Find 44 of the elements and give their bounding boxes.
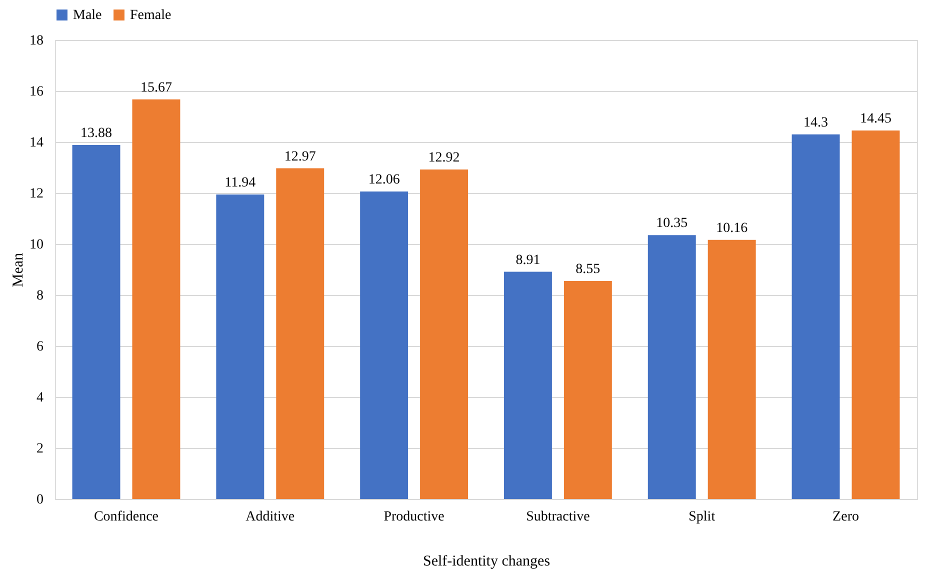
x-tick-label: Split xyxy=(688,510,716,524)
y-tick-label: 12 xyxy=(30,186,44,202)
bar xyxy=(648,235,696,499)
data-label: 14.3 xyxy=(804,115,828,130)
data-label: 13.88 xyxy=(80,126,112,142)
x-tick-label: Confidence xyxy=(94,510,158,524)
data-label: 12.97 xyxy=(284,149,316,164)
y-tick-label: 6 xyxy=(36,340,44,354)
bar xyxy=(792,134,840,499)
x-tick-label: Subtractive xyxy=(526,510,590,524)
y-tick-label: 18 xyxy=(30,34,44,48)
y-tick-label: 2 xyxy=(36,442,44,456)
bar xyxy=(360,191,408,499)
legend-label: Female xyxy=(130,8,172,23)
bar xyxy=(72,145,120,499)
x-axis-title: Self-identity changes xyxy=(422,554,550,570)
data-label: 10.16 xyxy=(716,220,748,236)
y-tick-label: 10 xyxy=(30,238,44,252)
bar xyxy=(708,240,756,499)
data-label: 8.55 xyxy=(576,262,600,277)
legend-label: Male xyxy=(73,8,102,23)
data-label: 12.92 xyxy=(428,150,460,166)
x-tick-label: Productive xyxy=(384,510,444,524)
data-label: 10.35 xyxy=(656,216,688,232)
bar xyxy=(276,168,324,499)
y-tick-label: 4 xyxy=(36,390,44,406)
data-label: 15.67 xyxy=(140,80,172,96)
y-axis-title: Mean xyxy=(10,252,26,288)
x-tick-label: Zero xyxy=(832,510,859,524)
bar xyxy=(216,194,264,499)
data-label: 12.06 xyxy=(368,172,400,188)
data-label: 11.94 xyxy=(224,176,256,191)
y-tick-label: 14 xyxy=(30,136,44,150)
bar xyxy=(504,272,552,499)
data-label: 14.45 xyxy=(860,112,892,127)
x-tick-label: Additive xyxy=(246,510,295,524)
y-tick-label: 8 xyxy=(36,288,44,304)
bar xyxy=(852,130,900,499)
data-label: 8.91 xyxy=(516,252,540,268)
y-tick-label: 16 xyxy=(30,84,44,100)
bar xyxy=(420,170,468,499)
bar xyxy=(564,280,612,499)
y-tick-label: 0 xyxy=(36,492,44,508)
bar xyxy=(132,99,180,499)
